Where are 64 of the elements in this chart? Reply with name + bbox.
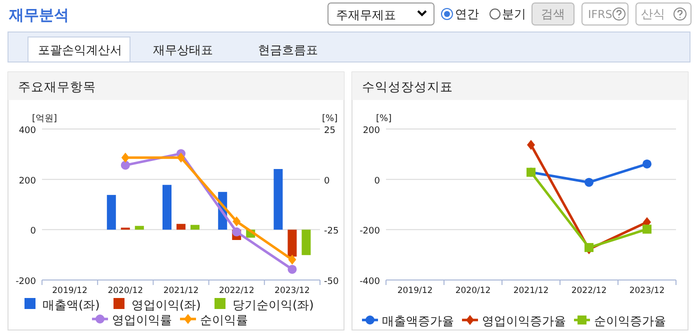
x-tick-label: 2022/12 — [218, 286, 254, 296]
text: 주재무제표 — [336, 8, 396, 22]
bar — [176, 224, 186, 230]
y2-tick-label: -25 — [324, 226, 339, 237]
legend-label: 매출액(좌) — [42, 298, 100, 312]
point — [120, 160, 130, 170]
legend-label: 당기순이익(좌) — [232, 298, 314, 312]
legend-label: 영업이익(좌) — [132, 298, 201, 312]
text: 현금흐름표 — [258, 43, 318, 57]
x-tick-label: 2023/12 — [274, 286, 310, 296]
bar — [162, 184, 172, 230]
point — [642, 159, 652, 168]
y-axis-title: [%] — [376, 114, 392, 124]
y-tick-label: 200 — [18, 176, 36, 186]
x-tick-label: 2021/12 — [163, 286, 199, 296]
bar — [288, 230, 297, 257]
legend-label: 영업이익률 — [112, 313, 172, 327]
y-axis-title: [억원] — [32, 114, 58, 124]
bar — [274, 169, 283, 230]
chart-title: 수익성장성지표 — [362, 79, 453, 94]
y2-tick-label: 0 — [324, 176, 330, 186]
point — [232, 216, 241, 226]
y-tick-label: -400 — [360, 277, 380, 287]
y2-axis-title: [%] — [322, 114, 338, 124]
y2-tick-label: -50 — [324, 277, 339, 287]
bar — [302, 230, 311, 256]
x-tick-label: 2019/12 — [52, 286, 88, 296]
text: 재무분석 — [8, 6, 69, 24]
text: IFRS — [588, 8, 612, 21]
text: 검색 — [541, 7, 565, 21]
y-tick-label: 400 — [18, 126, 36, 136]
x-tick-label: 2019/12 — [397, 286, 433, 296]
point — [527, 140, 535, 150]
point — [584, 178, 594, 187]
point — [177, 152, 185, 163]
chart-title: 주요재무항목 — [18, 79, 96, 94]
text: 연간 — [455, 7, 479, 21]
text: 재무상태표 — [153, 43, 213, 57]
text: 산식 — [641, 7, 665, 21]
text: 분기 — [502, 7, 526, 21]
y-tick-label: -200 — [360, 226, 380, 237]
x-tick-label: 2022/12 — [571, 286, 607, 296]
legend-label: 순이익률 — [200, 313, 248, 327]
legend-label: 순이익증가율 — [594, 314, 666, 328]
point — [232, 227, 242, 236]
y-tick-label: -200 — [16, 277, 36, 287]
x-tick-label: 2021/12 — [513, 286, 549, 296]
y-tick-label: 0 — [30, 226, 36, 237]
x-tick-label: 2023/12 — [629, 286, 665, 296]
legend-label: 영업이익증가율 — [482, 314, 566, 328]
point — [121, 152, 130, 163]
point — [288, 254, 296, 265]
bar — [106, 194, 116, 230]
y2-tick-label: 25 — [324, 126, 336, 136]
y-tick-label: 200 — [362, 126, 380, 136]
x-tick-label: 2020/12 — [108, 286, 144, 296]
y-tick-label: 0 — [374, 176, 380, 186]
bar — [134, 226, 144, 230]
bar — [190, 224, 200, 230]
x-tick-label: 2020/12 — [455, 286, 491, 296]
point — [288, 264, 297, 274]
legend-label: 매출액증가율 — [382, 314, 454, 328]
text: 포괄손익계산서 — [38, 43, 122, 57]
point — [642, 224, 652, 234]
